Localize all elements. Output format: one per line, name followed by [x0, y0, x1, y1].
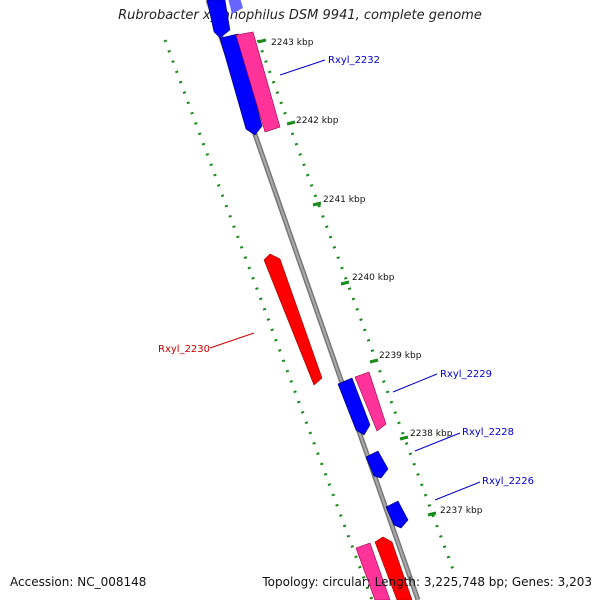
tick-label: 2239 kbp — [379, 351, 422, 361]
leader-line — [434, 481, 481, 501]
gene-arrow-rxyl-2229[interactable] — [337, 377, 371, 436]
gene-arrow-rxyl-2230[interactable] — [263, 253, 323, 386]
map-title: Rubrobacter xylanophilus DSM 9941, compl… — [118, 8, 482, 23]
gene-label-rxyl-2228[interactable]: Rxyl_2228 — [462, 427, 514, 438]
leader-line — [279, 59, 326, 76]
tick-label: 2241 kbp — [323, 195, 366, 205]
gene-arrow-pink[interactable] — [354, 371, 387, 432]
tick-label: 2242 kbp — [296, 116, 339, 126]
kbp-ticks — [257, 38, 437, 517]
gene-arrow-rxyl-2228[interactable] — [365, 450, 389, 479]
gene-label-rxyl-2229[interactable]: Rxyl_2229 — [440, 369, 492, 380]
gene-arrow-rxyl-2232[interactable] — [219, 33, 263, 136]
tick-label: 2237 kbp — [440, 506, 483, 516]
gene-arrow[interactable] — [206, 0, 231, 39]
tick-label: 2240 kbp — [352, 273, 395, 283]
gene-arrow-pink[interactable] — [355, 542, 391, 600]
genome-summary: Topology: circular; Length: 3,225,748 bp… — [262, 575, 592, 589]
gene-arrow-rxyl-2226[interactable] — [385, 500, 409, 529]
tick-label: 2238 kbp — [410, 429, 453, 439]
gene-label-rxyl-2232[interactable]: Rxyl_2232 — [328, 55, 380, 66]
gene-arrow-red[interactable] — [374, 536, 413, 600]
gene-label-rxyl-2226[interactable]: Rxyl_2226 — [482, 476, 534, 487]
leader-line — [392, 373, 438, 393]
gene-arrow-pink[interactable] — [235, 31, 281, 133]
accession-label: Accession: NC_008148 — [10, 575, 147, 589]
inner-dotted-track — [163, 39, 374, 600]
leader-line — [414, 432, 461, 452]
tick-label: 2243 kbp — [271, 38, 314, 48]
gene-label-rxyl-2230[interactable]: Rxyl_2230 — [158, 344, 210, 355]
leader-line — [209, 332, 255, 349]
